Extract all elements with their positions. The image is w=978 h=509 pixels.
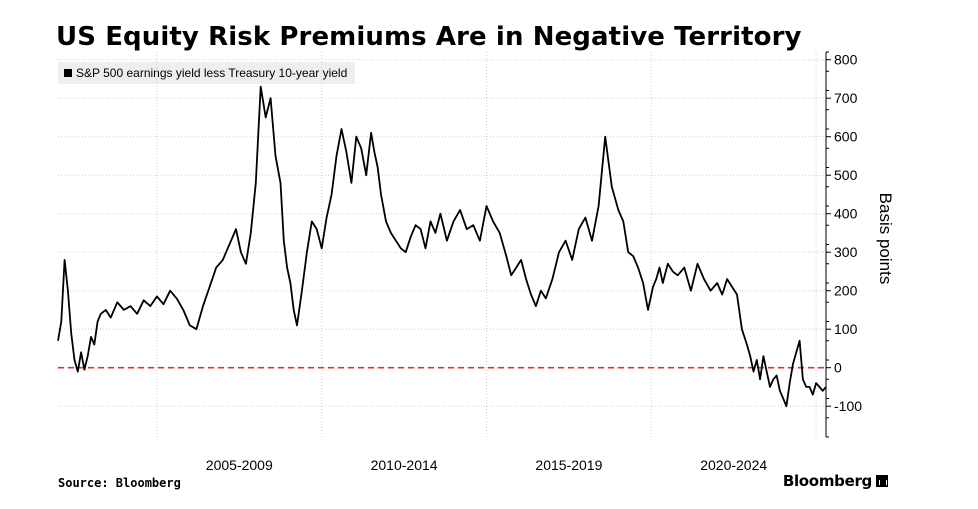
- legend-swatch: [64, 69, 72, 77]
- bloomberg-chart-icon: [876, 475, 888, 487]
- y-tick-label: 300: [834, 244, 858, 260]
- y-tick-label: 500: [834, 167, 858, 183]
- x-tick-label: 2020-2024: [700, 457, 767, 473]
- y-axis-title: Basis points: [876, 193, 895, 285]
- series-line: [57, 85, 827, 408]
- x-tick-label: 2010-2014: [371, 457, 438, 473]
- y-tick-label: 400: [834, 206, 858, 222]
- y-tick-label: 800: [834, 52, 858, 68]
- chart-title: US Equity Risk Premiums Are in Negative …: [56, 22, 802, 52]
- legend-label: S&P 500 earnings yield less Treasury 10-…: [76, 66, 348, 80]
- y-tick-label: 200: [834, 283, 858, 299]
- x-tick-label: 2015-2019: [535, 457, 602, 473]
- bloomberg-logo: Bloomberg: [783, 472, 888, 490]
- y-tick-label: 0: [834, 360, 842, 376]
- y-tick-label: -100: [834, 398, 862, 414]
- legend: S&P 500 earnings yield less Treasury 10-…: [58, 62, 356, 84]
- brand-name: Bloomberg: [782, 472, 872, 490]
- y-tick-label: 700: [834, 90, 858, 106]
- source-note: Source: Bloomberg: [58, 476, 181, 490]
- y-tick-label: 100: [834, 321, 858, 337]
- x-tick-label: 2005-2009: [206, 457, 273, 473]
- y-tick-label: 600: [834, 129, 858, 145]
